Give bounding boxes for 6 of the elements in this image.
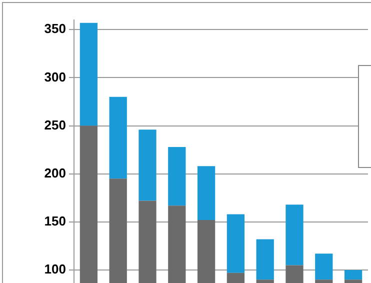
y-tick-label: 100 (44, 262, 66, 277)
y-tick-label: 300 (44, 69, 66, 84)
y-tick-label: 250 (44, 117, 66, 132)
y-tick-label: 200 (44, 165, 66, 180)
y-tick-label: 150 (44, 214, 66, 229)
y-tick-label: 350 (44, 21, 66, 36)
